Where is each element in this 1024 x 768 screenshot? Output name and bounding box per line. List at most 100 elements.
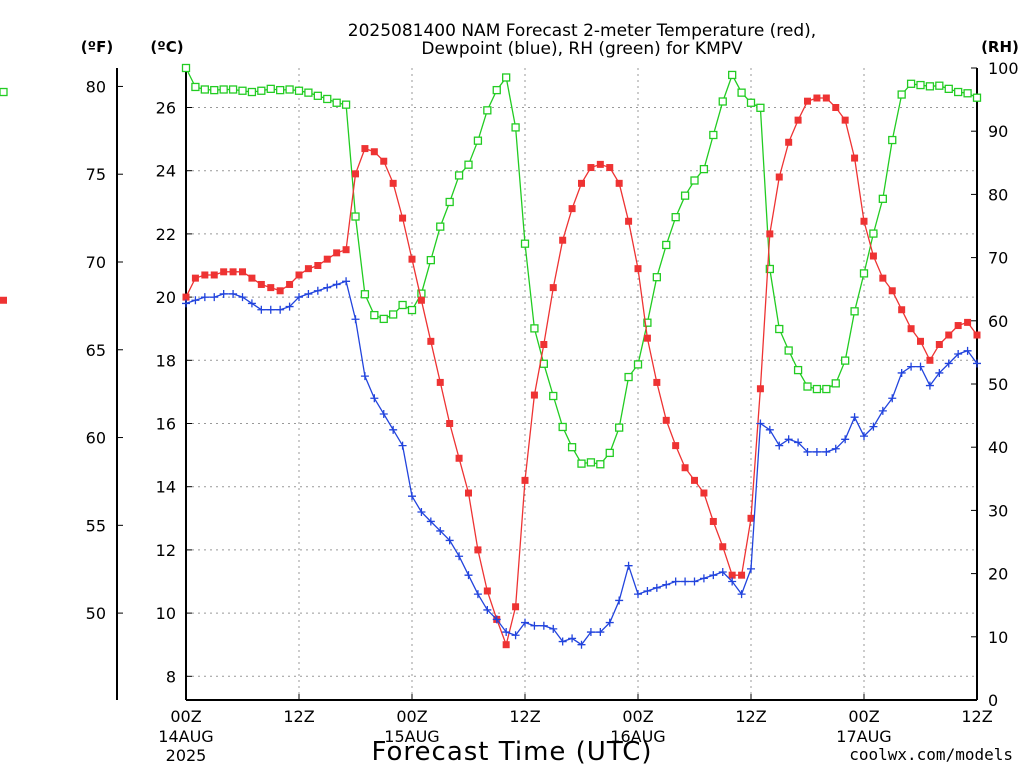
temperature-point [606,164,614,172]
temperature-point [257,280,265,288]
x-tick-date-label: 14AUG [158,727,213,746]
temperature-point [907,325,915,333]
dewpoint-point [605,618,614,627]
rh-tick-label: 50 [988,375,1008,394]
temperature-series [0,94,981,649]
x-tick-label: 12Z [735,707,766,726]
rh-point [652,273,661,282]
temperature-point [502,641,510,649]
rh-point [850,307,859,316]
dewpoint-point [709,571,718,580]
dewpoint-point [389,425,398,434]
temperature-point [0,296,7,304]
rh-tick-label: 80 [988,185,1008,204]
temperature-point [634,265,642,273]
rh-tick-label: 40 [988,438,1008,457]
temperature-point [455,454,463,462]
temperature-point [229,268,237,276]
temperature-point [210,271,218,279]
rh-point [878,194,887,203]
temperature-point [879,274,887,282]
rh-point [323,94,332,104]
x-tick-year-label: 2025 [166,746,207,765]
temperature-point [427,337,435,345]
temperature-point [417,296,425,304]
rh-point [935,81,944,90]
temperature-point [540,341,548,348]
dewpoint-point [662,580,671,589]
fahrenheit-tick-label: 70 [86,253,106,272]
dewpoint-point [784,435,793,444]
rh-point [294,86,304,95]
rh-point [398,300,407,310]
rh-point [276,85,285,95]
rh-point [304,88,313,97]
rh-point [511,123,520,132]
dewpoint-point [464,571,473,580]
celsius-tick-label: 20 [156,288,176,307]
dewpoint-point [897,368,906,377]
x-tick-label: 12Z [283,707,314,726]
rh-point [906,79,916,88]
temperature-point [333,249,341,257]
dewpoint-point [408,492,416,501]
temperature-point [182,293,190,301]
rh-point [181,63,191,73]
celsius-tick-label: 10 [156,604,176,623]
rh-point [680,191,690,200]
temperature-point [342,246,350,254]
temperature-point [681,464,689,472]
x-axis-label: Forecast Time (UTC) [371,737,652,767]
dewpoint-point [699,574,708,583]
temperature-point [926,356,934,364]
temperature-point [747,514,755,522]
dewpoint-point [549,624,558,633]
rh-point [831,379,840,388]
temperature-point [728,571,736,579]
dewpoint-point [492,615,501,624]
temperature-point [851,154,859,162]
temperature-point [813,94,821,102]
rh-point [615,423,624,432]
rh-point [567,443,577,452]
dewpoint-point [276,305,285,314]
dewpoint-point [530,621,539,630]
temperature-point [239,268,246,276]
temperature-point [596,160,604,168]
dewpoint-point [332,280,341,289]
dewpoint-point [728,577,737,586]
celsius-tick-label: 16 [156,415,176,434]
rh-point [718,97,727,106]
dewpoint-point [229,289,238,298]
rh-point [0,87,8,97]
rh-tick-label: 90 [988,122,1008,141]
rh-point [530,324,539,333]
dewpoint-point [219,289,228,298]
dewpoint-point [360,372,369,381]
rh-point [746,98,756,107]
temperature-point [304,265,312,273]
x-tick-label: 00Z [170,707,201,726]
rh-point [812,384,822,394]
dewpoint-point [850,413,859,422]
rh-point [266,84,275,94]
rh-point [699,164,709,174]
temperature-point [267,284,275,292]
temperature-point [549,284,557,292]
fahrenheit-tick-label: 55 [86,516,106,535]
rh-point [454,171,464,180]
rh-point [351,212,360,221]
dewpoint-point [191,296,200,305]
rh-point [200,85,209,94]
dewpoint-point [718,568,727,577]
dewpoint-point [963,346,972,355]
rh-point [332,98,341,107]
rh-point [709,130,718,140]
fahrenheit-tick-label: 60 [86,429,106,448]
temperature-point [672,442,680,450]
temperature-point [286,280,294,288]
rh-point [605,448,614,458]
rh-point [803,382,812,391]
rh-tick-label: 70 [988,249,1008,268]
dewpoint-point [521,618,529,627]
